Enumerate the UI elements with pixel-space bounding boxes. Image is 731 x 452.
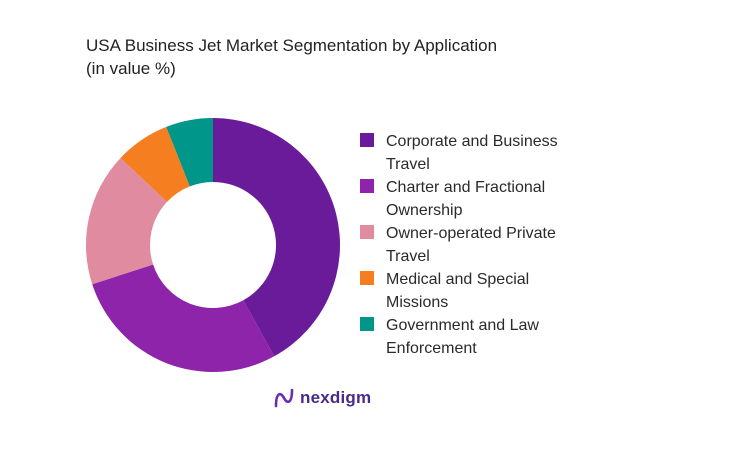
legend-swatch — [360, 179, 374, 193]
legend-item: Corporate and Business Travel — [360, 130, 620, 176]
legend-label: Charter and Fractional Ownership — [386, 176, 601, 222]
legend-label: Medical and Special Missions — [386, 268, 601, 314]
legend-label-line: Ownership — [386, 202, 463, 219]
chart-title-line1: USA Business Jet Market Segmentation by … — [86, 36, 498, 55]
legend-label-line: Enforcement — [386, 340, 477, 357]
donut-slice-4 — [120, 126, 190, 202]
donut-slice-5 — [166, 118, 213, 187]
legend-label-line: Owner-operated Private — [386, 225, 556, 242]
legend-swatch — [360, 271, 374, 285]
legend-item: Owner-operated Private Travel — [360, 222, 620, 268]
legend-swatch — [360, 317, 374, 331]
legend-label-line: Travel — [386, 248, 430, 265]
legend-item: Charter and Fractional Ownership — [360, 176, 620, 222]
donut-slice-3 — [86, 158, 168, 285]
donut-slice-1 — [213, 118, 340, 357]
chart-legend: Corporate and Business Travel Charter and … — [360, 130, 620, 360]
donut-chart — [86, 118, 340, 372]
legend-swatch — [360, 133, 374, 147]
chart-title-line2: (in value %) — [86, 59, 176, 78]
legend-label-line: Travel — [386, 156, 430, 173]
legend-label-line: Government and Law — [386, 317, 539, 334]
legend-swatch — [360, 225, 374, 239]
legend-label-line: Charter and Fractional — [386, 179, 546, 196]
legend-label-line: Corporate and Business — [386, 133, 558, 150]
donut-slice-2 — [92, 264, 275, 372]
legend-item: Government and Law Enforcement — [360, 314, 620, 360]
nexdigm-logo-icon — [274, 388, 294, 408]
legend-item: Medical and Special Missions — [360, 268, 620, 314]
logo-text: nexdigm — [300, 388, 372, 407]
legend-label-line: Medical and Special — [386, 271, 530, 288]
legend-label: Owner-operated Private Travel — [386, 222, 601, 268]
legend-label-line: Missions — [386, 294, 449, 311]
legend-label: Government and Law Enforcement — [386, 314, 601, 360]
chart-title: USA Business Jet Market Segmentation by … — [86, 34, 497, 80]
legend-label: Corporate and Business Travel — [386, 130, 601, 176]
nexdigm-logo: nexdigm — [272, 386, 371, 410]
